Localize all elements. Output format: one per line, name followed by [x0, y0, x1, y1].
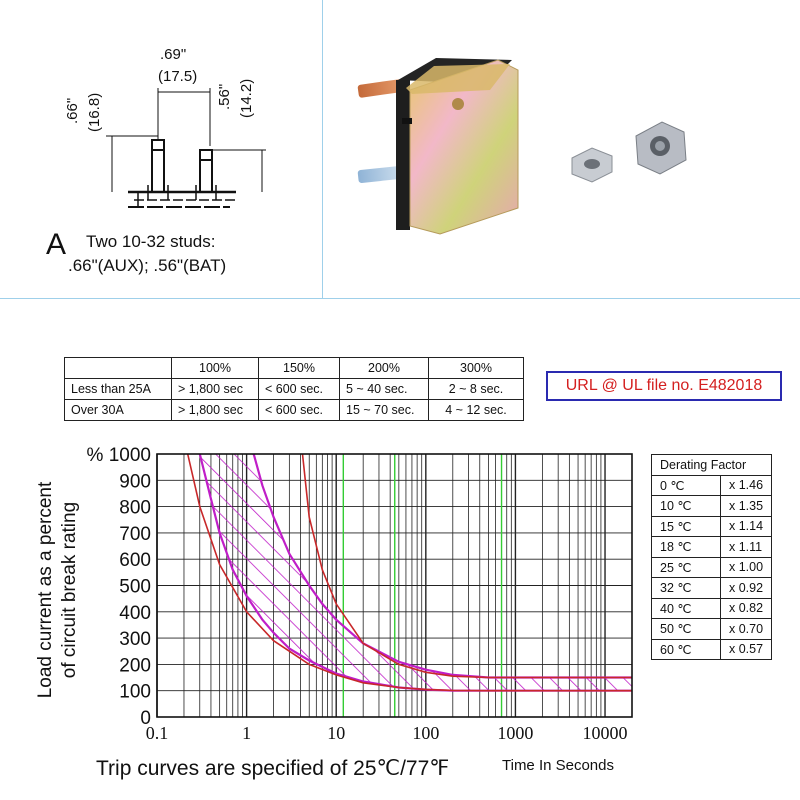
y-tick-label: % 1000 — [87, 445, 151, 466]
studs-description: Two 10-32 studs: — [86, 232, 216, 251]
trip-time-table: 100% 150% 200% 300% Less than 25A > 1,80… — [64, 357, 524, 421]
x-axis-title: Time In Seconds — [502, 757, 614, 774]
x-tick-label: 10 — [327, 723, 345, 743]
derating-factor: x 0.57 — [719, 638, 773, 660]
table-cell: 15 ~ 70 sec. — [339, 399, 429, 421]
y-tick-label: 800 — [119, 498, 151, 519]
trip-curve-footnote: Trip curves are specified of 25℃/77℉ — [96, 757, 450, 780]
ul-file-note: URL @ UL file no. E482018 — [546, 371, 782, 401]
curve-a-line — [186, 454, 632, 692]
table-row: Over 30A > 1,800 sec < 600 sec. 15 ~ 70 … — [64, 399, 524, 421]
stud-dimension-drawing — [106, 88, 266, 208]
plot-frame — [156, 453, 633, 718]
table-cell: Over 30A — [64, 399, 172, 421]
table-row: 100% 150% 200% 300% — [64, 357, 524, 379]
x-tick-label: 100 — [412, 723, 439, 743]
table-row: 18 ℃ x 1.11 — [651, 536, 773, 558]
y-tick-label: 700 — [119, 524, 151, 545]
derating-temp: 18 ℃ — [651, 536, 721, 558]
table-cell: < 600 sec. — [258, 399, 340, 421]
x-tick-label: 0.1 — [146, 723, 169, 743]
width-label-mm: (17.5) — [158, 68, 198, 85]
x-tick-label: 10000 — [583, 723, 628, 743]
table-row: 15 ℃ x 1.14 — [651, 515, 773, 537]
x-tick-label: 1 — [242, 723, 251, 743]
studs-heights: .66"(AUX); .56"(BAT) — [68, 256, 227, 275]
table-cell: > 1,800 sec — [171, 399, 259, 421]
x-tick-label: 1000 — [497, 723, 533, 743]
y-tick-label: 100 — [119, 682, 151, 703]
derating-factor: x 0.82 — [719, 597, 773, 619]
y-tick-label: 300 — [119, 629, 151, 650]
y-tick-label: 200 — [119, 655, 151, 676]
derating-temp: 50 ℃ — [651, 618, 721, 640]
table-row: 60 ℃ x 0.57 — [651, 638, 773, 660]
table-row: 40 ℃ x 0.82 — [651, 597, 773, 619]
derating-temp: 60 ℃ — [651, 638, 721, 660]
table-row: 25 ℃ x 1.00 — [651, 556, 773, 578]
section-divider — [0, 298, 800, 299]
y-axis-title: Load current as a percent of circuit bre… — [34, 425, 82, 755]
derating-table: Derating Factor 0 ℃ x 1.46 10 ℃ x 1.35 15 ℃ x… — [650, 454, 773, 660]
y-tick-label: 900 — [119, 471, 151, 492]
y-tick-label: 400 — [119, 603, 151, 624]
table-row: 0 ℃ x 1.46 — [651, 474, 773, 496]
column-divider — [322, 0, 323, 298]
trip-band-area — [199, 454, 632, 691]
y-tick-label: 500 — [119, 577, 151, 598]
table-row: 50 ℃ x 0.70 — [651, 618, 773, 640]
y-axis-title-line1: Load current as a percent — [35, 481, 56, 699]
table-cell: 4 ~ 12 sec. — [428, 399, 524, 421]
breaker-product-photo — [357, 58, 687, 235]
table-cell: 2 ~ 8 sec. — [428, 378, 524, 400]
table-cell: > 1,800 sec — [171, 378, 259, 400]
copper-stud-icon — [357, 78, 409, 98]
variant-letter: A — [46, 228, 67, 261]
y-tick-label: 0 — [140, 708, 151, 729]
y-axis-title-line2: of circuit break rating — [59, 501, 80, 679]
table-row: Less than 25A > 1,800 sec < 600 sec. 5 ~… — [64, 378, 524, 400]
y-tick-label: 600 — [119, 550, 151, 571]
derating-factor: x 0.92 — [719, 577, 773, 599]
width-label-in: .69" — [160, 46, 187, 63]
table-header: 100% — [171, 357, 259, 379]
derating-temp: 32 ℃ — [651, 577, 721, 599]
derating-temp: 0 ℃ — [651, 474, 721, 496]
curve-b-line — [301, 454, 632, 679]
table-row: 32 ℃ x 0.92 — [651, 577, 773, 599]
